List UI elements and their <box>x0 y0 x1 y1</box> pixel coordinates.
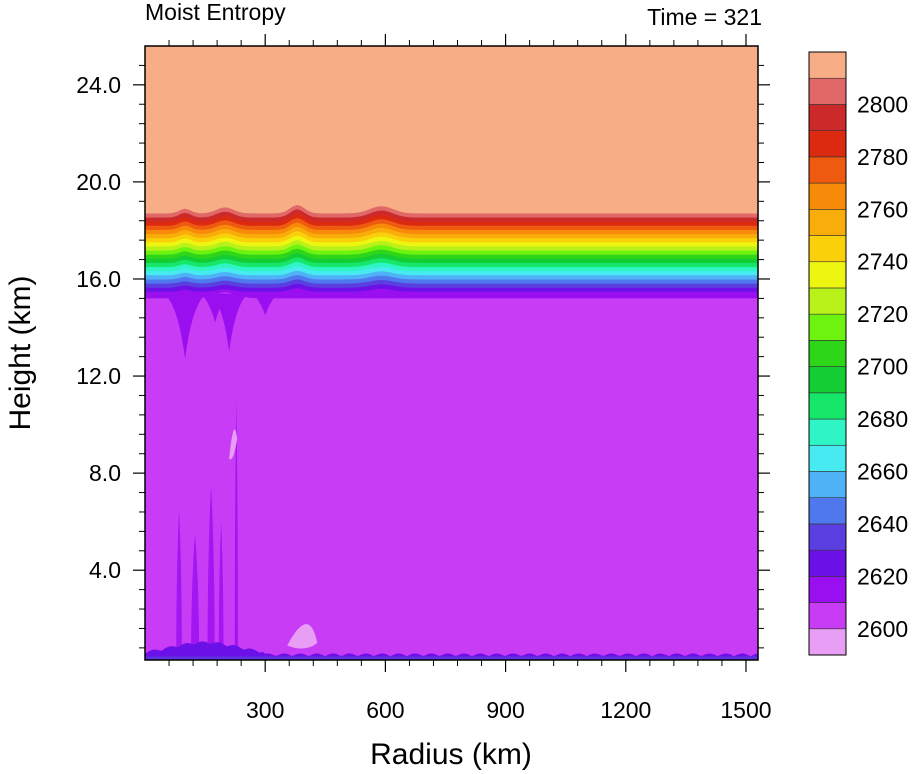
convective-column-3 <box>207 485 215 660</box>
chart-title: Moist Entropy <box>145 0 286 25</box>
y-tick-label: 8.0 <box>89 460 121 486</box>
surface-band <box>145 656 758 660</box>
colorbar-swatch-2760 <box>808 182 847 210</box>
colorbar-swatch-2630 <box>808 523 847 551</box>
contour-bands <box>145 205 758 660</box>
colorbar-swatch-2730 <box>808 261 847 289</box>
colorbar-swatch-2710 <box>808 313 847 341</box>
x-tick-label: 1200 <box>600 697 651 723</box>
x-tick-label: 300 <box>246 697 284 723</box>
colorbar-swatch-2740 <box>808 235 847 263</box>
colorbar-frame <box>808 51 847 656</box>
colorbar-swatch-2810 <box>808 51 847 79</box>
colorbar-swatch-2690 <box>808 366 847 394</box>
colorbar-swatch-2590 <box>808 628 847 656</box>
x-axis-label: Radius (km) <box>370 738 532 771</box>
y-tick-label: 24.0 <box>76 72 121 98</box>
x-tick-label: 600 <box>366 697 404 723</box>
low-entropy-pocket <box>287 624 318 649</box>
colorbar-label: 2760 <box>857 196 908 222</box>
axis-ticks: 300 600 900 1200 1500 4.0 8.0 12.0 16.0 20.0 24.0 <box>76 34 772 723</box>
colorbar-swatch-2650 <box>808 471 847 498</box>
surface-layer <box>145 641 758 660</box>
contour-features <box>145 293 758 660</box>
colorbar-swatch-2770 <box>808 156 847 184</box>
convective-column-1 <box>176 509 182 660</box>
colorbar: 2600 2620 2640 2660 2680 2700 2720 2740 2760 2780… <box>808 51 908 656</box>
colorbar-label: 2680 <box>857 406 908 432</box>
colorbar-swatch-2620 <box>808 549 847 577</box>
colorbar-swatch-2790 <box>808 104 847 131</box>
colorbar-swatch-2800 <box>808 77 847 105</box>
convective-column-4 <box>218 521 224 660</box>
colorbar-swatch-2680 <box>808 392 847 420</box>
contour-plot-area <box>145 46 758 660</box>
colorbar-label: 2800 <box>857 91 908 117</box>
y-tick-label: 4.0 <box>89 557 121 583</box>
colorbar-label: 2600 <box>857 616 908 642</box>
x-tick-label: 900 <box>486 697 524 723</box>
tropopause-dip-1 <box>163 293 207 360</box>
convective-column-5 <box>234 400 238 660</box>
colorbar-label: 2640 <box>857 511 908 537</box>
colorbar-swatch-2750 <box>808 209 847 236</box>
troposphere-fill <box>145 292 758 660</box>
colorbar-swatch-2780 <box>808 130 847 158</box>
colorbar-swatch-2700 <box>808 340 847 367</box>
colorbar-swatch-2720 <box>808 287 847 315</box>
colorbar-label: 2620 <box>857 563 908 589</box>
convective-column-2 <box>191 533 200 660</box>
plot-frame <box>144 45 759 661</box>
colorbar-swatch-2600 <box>808 602 847 630</box>
colorbar-label: 2780 <box>857 144 908 170</box>
colorbar-swatch-2610 <box>808 576 847 603</box>
colorbar-label: 2720 <box>857 301 908 327</box>
time-label: Time = 321 <box>647 4 762 30</box>
y-axis-label: Height (km) <box>4 275 37 430</box>
y-tick-label: 12.0 <box>76 363 121 389</box>
colorbar-label: 2700 <box>857 354 908 380</box>
colorbar-swatch-2670 <box>808 418 847 446</box>
tropopause-dip-4 <box>253 293 278 316</box>
colorbar-label: 2740 <box>857 249 908 275</box>
x-tick-label: 1500 <box>720 697 771 723</box>
y-tick-label: 16.0 <box>76 266 121 292</box>
colorbar-swatch-2640 <box>808 497 847 525</box>
y-tick-label: 20.0 <box>76 169 121 195</box>
colorbar-swatch-2660 <box>808 444 847 472</box>
colorbar-label: 2660 <box>857 458 908 484</box>
mid-level-pocket <box>229 429 238 460</box>
tropopause-dip-3 <box>209 293 249 352</box>
